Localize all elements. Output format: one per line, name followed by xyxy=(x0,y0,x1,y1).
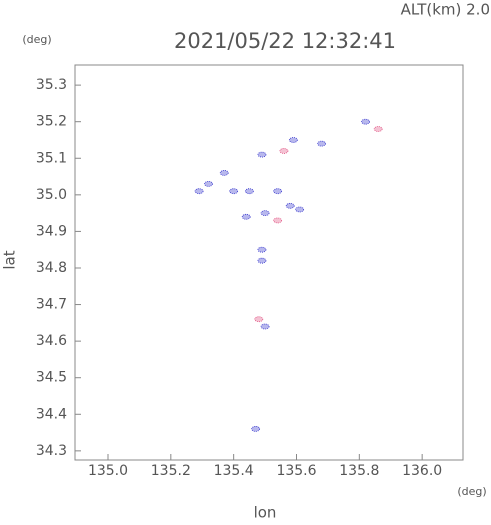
y-axis-label: lat xyxy=(1,250,19,269)
echo-point xyxy=(361,118,371,125)
echo-point xyxy=(244,188,254,195)
echo-point xyxy=(204,180,213,187)
echo-point xyxy=(260,323,270,330)
y-tick-label: 34.3 xyxy=(36,443,67,459)
echo-point xyxy=(229,188,239,195)
echo-point xyxy=(257,151,267,158)
echo-point xyxy=(373,126,383,132)
echo-point xyxy=(273,217,283,224)
subtitle: ALT(km) 2.0 xyxy=(401,1,490,19)
echo-point xyxy=(317,140,327,147)
x-tick-label: 135.6 xyxy=(276,463,316,479)
x-tick-label: 135.8 xyxy=(339,463,379,479)
y-tick-label: 34.4 xyxy=(36,406,67,422)
y-tick-label: 35.3 xyxy=(36,77,67,93)
y-tick-label: 34.5 xyxy=(36,370,67,386)
echo-point xyxy=(254,316,264,323)
echo-point xyxy=(257,257,267,264)
y-tick-label: 35.0 xyxy=(36,187,67,203)
echo-point xyxy=(288,137,298,143)
echo-point xyxy=(251,426,261,432)
x-unit: (deg) xyxy=(457,485,486,498)
echo-point xyxy=(285,202,295,209)
y-tick-label: 34.7 xyxy=(36,297,67,313)
echo-point xyxy=(279,148,289,154)
echo-point xyxy=(194,188,204,195)
y-tick-label: 35.1 xyxy=(36,150,67,166)
echo-point xyxy=(257,246,267,253)
y-tick-label: 35.2 xyxy=(36,114,67,130)
echo-point xyxy=(241,213,251,220)
plot-frame xyxy=(74,64,464,461)
chart-title: 2021/05/22 12:32:41 xyxy=(174,29,396,53)
echo-point xyxy=(273,188,283,195)
x-tick-label: 135.2 xyxy=(151,463,191,479)
echo-point xyxy=(219,169,229,176)
x-axis-label: lon xyxy=(254,504,277,522)
x-tick-label: 135.4 xyxy=(214,463,254,479)
x-tick-label: 135.0 xyxy=(88,463,128,479)
y-tick-label: 34.8 xyxy=(36,260,67,276)
echo-point xyxy=(295,206,305,213)
echo-point xyxy=(260,210,270,217)
y-tick-label: 34.9 xyxy=(36,223,67,239)
y-tick-label: 34.6 xyxy=(36,333,67,349)
x-tick-label: 136.0 xyxy=(402,463,442,479)
y-unit: (deg) xyxy=(22,33,51,46)
